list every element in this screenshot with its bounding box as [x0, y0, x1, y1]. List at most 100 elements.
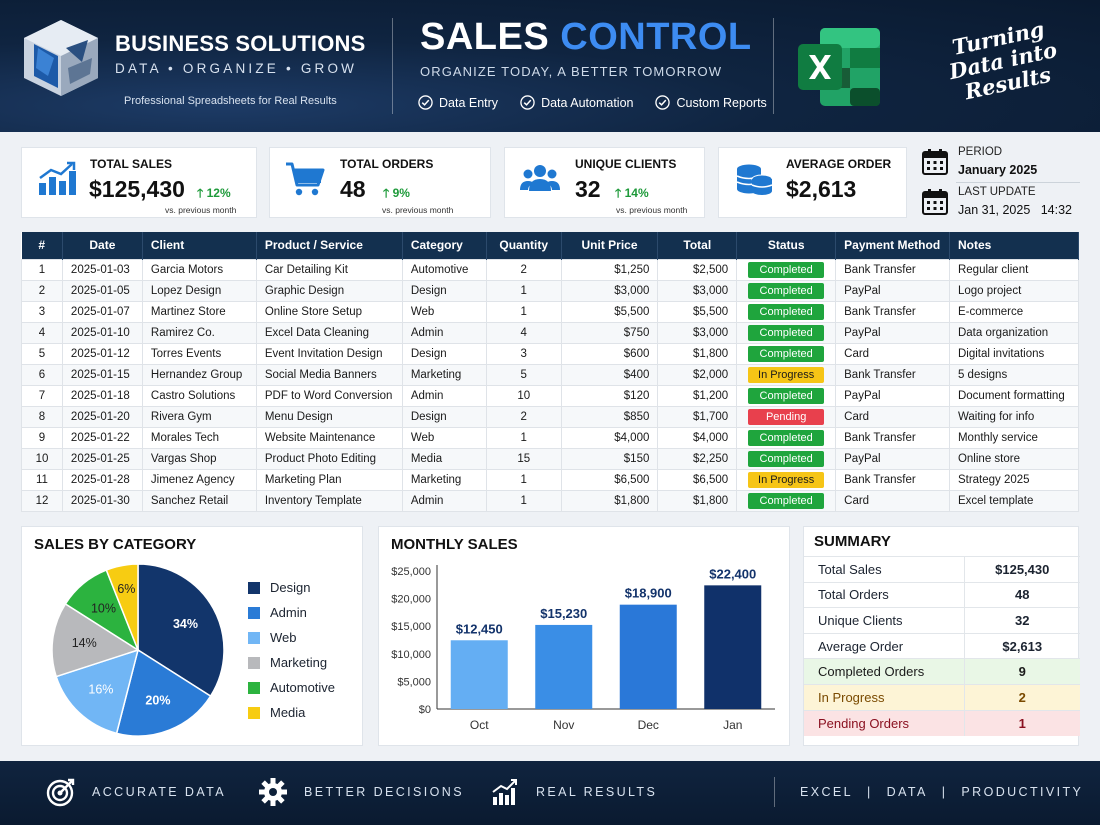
bar-nov[interactable] — [535, 624, 593, 709]
feature-label: Custom Reports — [676, 95, 767, 110]
table-row[interactable]: 6 2025-01-15 Hernandez Group Social Media B… — [21, 363, 1080, 386]
feature-data-automation: Data Automation — [520, 95, 633, 110]
kpi-value: 32 — [575, 176, 601, 202]
table-cell: $850 — [560, 405, 659, 428]
table-row[interactable]: 3 2025-01-07 Martinez Store Online Store Se… — [21, 300, 1080, 323]
legend-swatch — [248, 581, 260, 594]
feature-custom-reports: Custom Reports — [655, 95, 767, 110]
y-tick-label: $0 — [419, 704, 431, 716]
feature-label: Data Entry — [439, 95, 499, 110]
column-header[interactable]: Total — [657, 232, 738, 259]
table-cell: 5 — [485, 363, 562, 386]
pie-slice-web[interactable] — [55, 648, 140, 735]
table-cell: Bank Transfer — [835, 468, 950, 491]
table-cell: Hernandez Group — [141, 363, 257, 386]
table-cell: Jimenez Agency — [141, 468, 257, 491]
status-badge: In Progress — [748, 471, 825, 488]
last-update-label: LAST UPDATE — [958, 186, 1036, 198]
cube-logo-icon — [24, 20, 98, 96]
table-cell: 2025-01-18 — [61, 384, 143, 407]
table-cell: 2 — [485, 405, 562, 428]
table-cell: $3,000 — [657, 279, 738, 302]
legend-item[interactable]: Automotive — [248, 675, 335, 700]
kpi-average-order: AVERAGE ORDER $2,613 — [718, 147, 907, 218]
table-cell: 3 — [21, 300, 63, 323]
summary-value: 32 — [963, 607, 1080, 634]
table-cell: 1 — [485, 468, 562, 491]
y-tick-label: $25,000 — [391, 566, 431, 578]
bar-jan[interactable] — [704, 585, 762, 709]
legend-item[interactable]: Design — [248, 575, 335, 600]
table-cell: 6 — [21, 363, 63, 386]
table-row[interactable]: 4 2025-01-10 Ramirez Co. Excel Data Cleanin… — [21, 321, 1080, 344]
column-header[interactable]: Date — [62, 232, 143, 259]
legend-label: Design — [270, 580, 311, 595]
table-cell: Marketing — [401, 363, 487, 386]
table-cell: Torres Events — [141, 342, 257, 365]
table-cell: 2025-01-22 — [61, 426, 143, 449]
legend-item[interactable]: Admin — [248, 600, 335, 625]
column-header[interactable]: Category — [402, 232, 487, 259]
kpi-delta: 🡑 14% — [615, 184, 649, 205]
table-cell: Pending — [736, 405, 837, 428]
footer-separator: | — [941, 785, 948, 799]
x-tick-label: Nov — [553, 718, 574, 732]
calendar-icon — [922, 149, 948, 175]
summary-label: Completed Orders — [804, 658, 964, 685]
table-cell: $1,800 — [657, 489, 738, 512]
table-cell: 9 — [21, 426, 63, 449]
table-cell: $150 — [560, 447, 659, 470]
summary-label: In Progress — [804, 683, 964, 711]
pie-slice-marketing[interactable] — [51, 602, 140, 678]
table-row[interactable]: 1 2025-01-03 Garcia Motors Car Detailing Ki… — [21, 258, 1080, 281]
pie-slice-admin[interactable] — [115, 648, 212, 737]
table-row[interactable]: 9 2025-01-22 Morales Tech Website Maintenan… — [21, 426, 1080, 449]
table-cell: $2,250 — [657, 447, 738, 470]
table-row[interactable]: 2 2025-01-05 Lopez Design Graphic Design Des… — [21, 279, 1080, 302]
column-header[interactable]: Unit Price — [561, 232, 659, 259]
pie-slice-media[interactable] — [105, 563, 139, 651]
brand-subtitle: Professional Spreadsheets for Real Resul… — [124, 95, 337, 107]
column-header[interactable]: Payment Method — [835, 232, 950, 259]
column-header[interactable]: Quantity — [486, 232, 562, 259]
column-header[interactable]: Status — [736, 232, 837, 259]
footer-item-real-results: REAL RESULTS — [490, 777, 657, 807]
table-row[interactable]: 7 2025-01-18 Castro Solutions PDF to Word C… — [21, 384, 1080, 407]
brand-tagline: DATA • ORGANIZE • GROW — [115, 61, 358, 76]
status-badge: Pending — [748, 408, 825, 425]
table-cell: Regular client — [948, 258, 1080, 281]
table-cell: 5 — [21, 342, 63, 365]
table-row[interactable]: 11 2025-01-28 Jimenez Agency Marketing Plan… — [21, 468, 1080, 491]
table-row[interactable]: 8 2025-01-20 Rivera Gym Menu Design Design 2 $… — [21, 405, 1080, 428]
bar-dec[interactable] — [619, 604, 677, 709]
column-header[interactable]: Product / Service — [256, 232, 403, 259]
status-badge: Completed — [748, 429, 825, 446]
bar-oct[interactable] — [450, 640, 508, 709]
summary-row: Completed Orders 9 — [804, 658, 1080, 685]
legend-item[interactable]: Marketing — [248, 650, 335, 675]
table-cell: Completed — [736, 426, 837, 449]
table-cell: PayPal — [835, 447, 950, 470]
arrow-up-icon: 🡑 — [383, 186, 390, 200]
legend-item[interactable]: Media — [248, 700, 335, 725]
column-header[interactable]: # — [21, 232, 63, 259]
pie-label: 34% — [173, 617, 198, 631]
table-row[interactable]: 12 2025-01-30 Sanchez Retail Inventory Temp… — [21, 489, 1080, 512]
column-header[interactable]: Notes — [949, 232, 1080, 259]
y-tick-label: $20,000 — [391, 594, 431, 606]
target-icon — [46, 778, 75, 807]
table-body: 1 2025-01-03 Garcia Motors Car Detailing Ki… — [21, 258, 1080, 512]
header-divider — [773, 18, 774, 114]
status-badge: Completed — [748, 261, 825, 278]
table-cell: $600 — [560, 342, 659, 365]
table-cell: In Progress — [736, 363, 837, 386]
table-row[interactable]: 5 2025-01-12 Torres Events Event Invitation… — [21, 342, 1080, 365]
table-cell: Online Store Setup — [255, 300, 403, 323]
legend-item[interactable]: Web — [248, 625, 335, 650]
summary-row: In Progress 2 — [804, 683, 1080, 711]
footer-item-accurate-data: ACCURATE DATA — [46, 777, 226, 807]
arrow-up-icon: 🡑 — [615, 186, 622, 200]
column-header[interactable]: Client — [142, 232, 257, 259]
table-cell: Data organization — [948, 321, 1080, 344]
table-row[interactable]: 10 2025-01-25 Vargas Shop Product Photo Edi… — [21, 447, 1080, 470]
